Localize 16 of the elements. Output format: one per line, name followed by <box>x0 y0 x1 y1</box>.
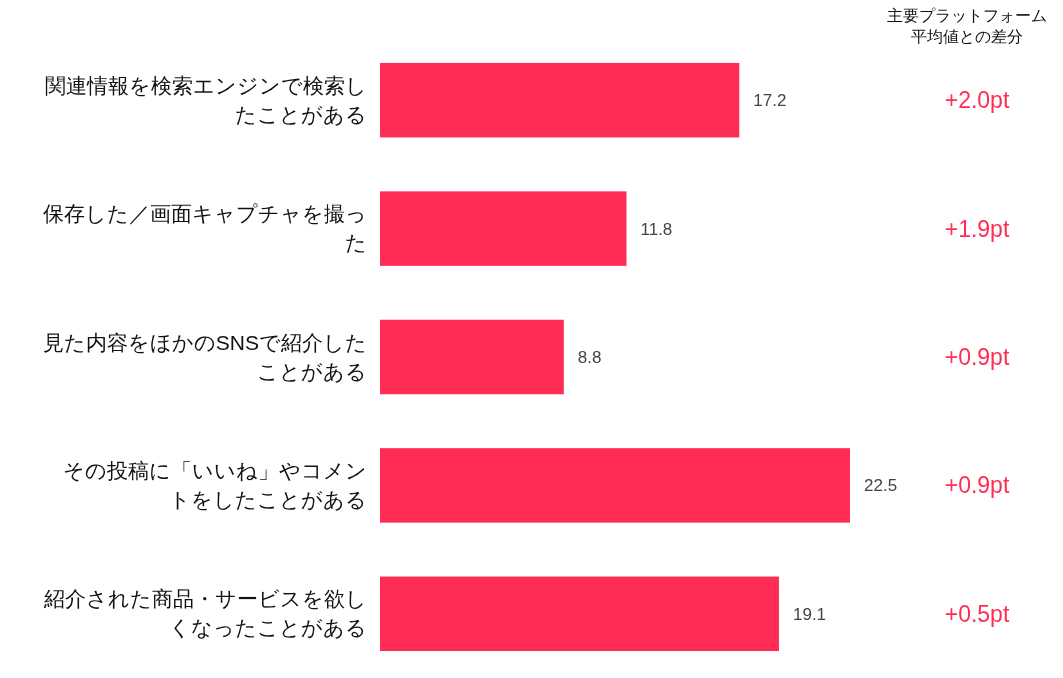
text: +2.0pt <box>944 87 1010 114</box>
y-tick-label: その投稿に「いいね」やコメントをしたことがある <box>63 458 367 511</box>
text: +0.9pt <box>944 472 1010 499</box>
data-label: 11.8 <box>640 219 673 239</box>
text: +0.9pt <box>944 344 1010 370</box>
y-tick-label: 紹介された商品・サービスを欲しくなったことがある <box>43 587 367 640</box>
data-label: 17.2 <box>753 91 787 111</box>
data-label: 22.5 <box>864 476 898 496</box>
y-tick-label: 見た内容をほかのSNSで紹介したことがある <box>42 330 367 383</box>
text: 主要プラットフォーム平均値との差分 <box>887 6 1047 45</box>
data-label: 19.1 <box>792 604 827 624</box>
y-tick-label: 関連情報を検索エンジンで検索したことがある <box>45 73 367 126</box>
y-tick-label: 保存した／画面キャプチャを撮った <box>43 202 367 255</box>
text: +1.9pt <box>944 215 1010 242</box>
text: +0.5pt <box>944 600 1010 627</box>
data-label: 8.8 <box>577 348 602 367</box>
